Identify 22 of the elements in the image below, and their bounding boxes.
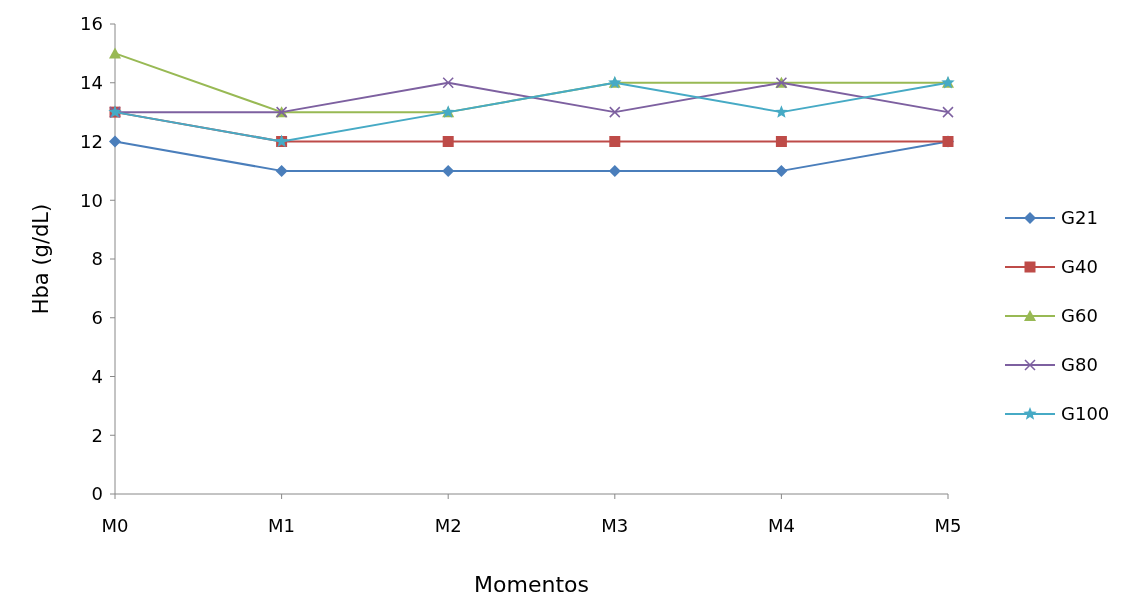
y-axis-title: Hba (g/dL) <box>29 203 53 315</box>
y-tick-label: 4 <box>91 365 103 387</box>
x-tick-label: M5 <box>934 515 962 536</box>
y-tick-label: 14 <box>80 72 103 94</box>
x-tick-label: M1 <box>268 515 296 536</box>
y-tick-label: 6 <box>91 307 103 329</box>
y-tick-label: 8 <box>91 248 103 270</box>
x-tick-label: M2 <box>434 515 462 536</box>
y-tick-label: 2 <box>91 424 103 446</box>
legend-label: G100 <box>1061 403 1110 425</box>
y-tick-label: 0 <box>91 483 103 505</box>
x-tick-label: M4 <box>767 515 795 536</box>
y-tick-label: 16 <box>80 13 103 35</box>
legend-label: G60 <box>1061 305 1098 327</box>
legend-label: G80 <box>1061 354 1098 376</box>
y-tick-label: 12 <box>80 130 103 152</box>
legend-label: G40 <box>1061 256 1098 278</box>
x-tick-label: M3 <box>601 515 629 536</box>
x-tick-label: M0 <box>101 515 129 536</box>
y-tick-label: 10 <box>80 189 103 211</box>
x-axis-title: Momentos <box>474 572 589 597</box>
legend-label: G21 <box>1061 207 1098 229</box>
